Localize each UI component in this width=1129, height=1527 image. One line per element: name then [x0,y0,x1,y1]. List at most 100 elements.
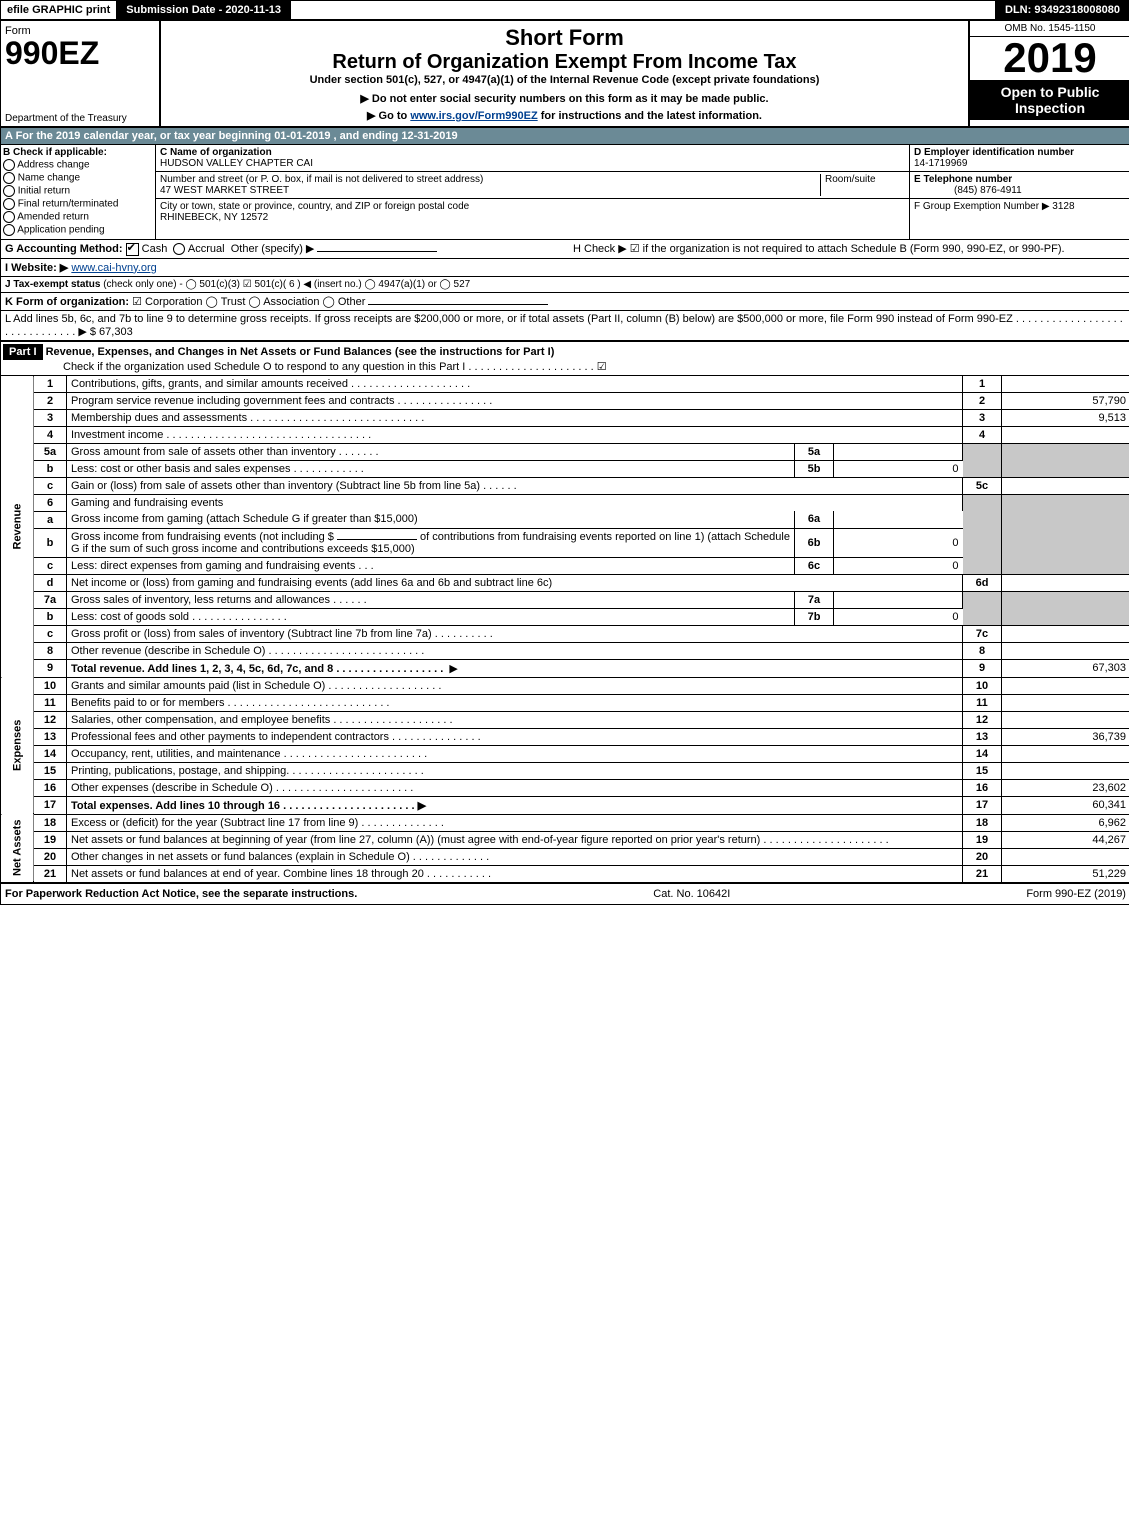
desc-19: Net assets or fund balances at beginning… [67,831,963,848]
street-label: Number and street (or P. O. box, if mail… [160,174,483,185]
amt-7c [1002,625,1129,642]
row-i: I Website: ▶ www.cai-hvny.org [1,259,1129,277]
amt-19: 44,267 [1002,831,1129,848]
g-other-input[interactable] [317,251,437,252]
amt-17: 60,341 [1002,796,1129,814]
side-netassets: Net Assets [1,814,34,882]
desc-6d: Net income or (loss) from gaming and fun… [67,574,963,591]
ln-2: 2 [963,392,1002,409]
desc-6a: Gross income from gaming (attach Schedul… [67,511,795,528]
goto-pre: ▶ Go to [367,110,410,122]
amt-3: 9,513 [1002,409,1129,426]
num-17: 17 [34,796,67,814]
desc-2: Program service revenue including govern… [67,392,963,409]
goto-link[interactable]: www.irs.gov/Form990EZ [410,110,537,122]
num-21: 21 [34,865,67,882]
desc-17-text: Total expenses. Add lines 10 through 16 … [71,800,426,812]
num-5b: b [34,460,67,477]
num-20: 20 [34,848,67,865]
chk-address[interactable] [3,159,15,171]
city-label: City or town, state or province, country… [160,201,469,212]
g-cash: Cash [142,243,168,255]
ln-19: 19 [963,831,1002,848]
amt-20 [1002,848,1129,865]
sv-5a [834,443,963,460]
form-box: Form 990EZ Department of the Treasury [1,21,161,126]
sn-6c: 6c [795,557,834,574]
ln-1: 1 [963,376,1002,393]
desc-9: Total revenue. Add lines 1, 2, 3, 4, 5c,… [67,659,963,677]
opt-final: Final return/terminated [18,199,119,210]
k-other-input[interactable] [368,304,548,305]
tax-year: 2019 [970,37,1129,79]
g-other: Other (specify) ▶ [231,243,315,255]
i-label: I Website: ▶ [5,262,68,274]
ln-12: 12 [963,711,1002,728]
amt-10 [1002,677,1129,694]
ln-18: 18 [963,814,1002,831]
opt-amended: Amended return [17,212,89,223]
desc-20: Other changes in net assets or fund bala… [67,848,963,865]
city: RHINEBECK, NY 12572 [160,212,268,223]
desc-6b: Gross income from fundraising events (no… [67,528,795,557]
website-link[interactable]: www.cai-hvny.org [71,262,156,274]
desc-13: Professional fees and other payments to … [67,728,963,745]
amt-13: 36,739 [1002,728,1129,745]
j-label: J Tax-exempt status [5,279,100,290]
input-6b[interactable] [337,539,417,540]
efile-label[interactable]: efile GRAPHIC print [1,1,116,19]
opt-pending: Application pending [17,225,104,236]
footer-left: For Paperwork Reduction Act Notice, see … [5,888,357,900]
ln-3: 3 [963,409,1002,426]
desc-10: Grants and similar amounts paid (list in… [67,677,963,694]
amt-5c [1002,477,1129,494]
chk-name[interactable] [3,172,15,184]
j-note: (check only one) - ◯ 501(c)(3) ☑ 501(c)(… [103,279,470,290]
ln-4: 4 [963,426,1002,443]
chk-accrual[interactable] [173,243,185,255]
num-15: 15 [34,762,67,779]
title-short: Short Form [165,25,964,51]
k-opts: ☑ Corporation ◯ Trust ◯ Association ◯ Ot… [132,296,365,308]
opt-address: Address change [17,160,89,171]
sn-5a: 5a [795,443,834,460]
opt-name: Name change [18,173,80,184]
amt-6d [1002,574,1129,591]
num-19: 19 [34,831,67,848]
sn-6a: 6a [795,511,834,528]
chk-pending[interactable] [3,224,15,236]
ln-13: 13 [963,728,1002,745]
sv-5b: 0 [834,460,963,477]
num-6: 6 [34,494,67,511]
notice: ▶ Do not enter social security numbers o… [165,92,964,105]
chk-cash[interactable] [126,243,139,256]
ln-8: 8 [963,642,1002,659]
desc-21: Net assets or fund balances at end of ye… [67,865,963,882]
section-c: C Name of organization HUDSON VALLEY CHA… [156,145,910,239]
ln-5c: 5c [963,477,1002,494]
ln-6d: 6d [963,574,1002,591]
side-revenue: Revenue [1,376,34,678]
submission-date: Submission Date - 2020-11-13 [116,1,291,19]
chk-initial[interactable] [3,185,15,197]
amt-14 [1002,745,1129,762]
desc-7a: Gross sales of inventory, less returns a… [67,591,795,608]
sv-6c: 0 [834,557,963,574]
chk-final[interactable] [3,198,15,210]
num-9: 9 [34,659,67,677]
num-6b: b [34,528,67,557]
desc-6: Gaming and fundraising events [67,494,963,511]
top-bar: efile GRAPHIC print Submission Date - 20… [1,1,1129,21]
title-box: Short Form Return of Organization Exempt… [161,21,970,126]
desc-7c: Gross profit or (loss) from sales of inv… [67,625,963,642]
sn-6b: 6b [795,528,834,557]
dln: DLN: 93492318008080 [995,1,1129,19]
amt-16: 23,602 [1002,779,1129,796]
desc-6c: Less: direct expenses from gaming and fu… [67,557,795,574]
ein: 14-1719969 [914,158,967,169]
shade-6v [1002,494,1129,574]
chk-amended[interactable] [3,211,15,223]
shade-5 [963,443,1002,477]
amt-12 [1002,711,1129,728]
shade-5v [1002,443,1129,477]
